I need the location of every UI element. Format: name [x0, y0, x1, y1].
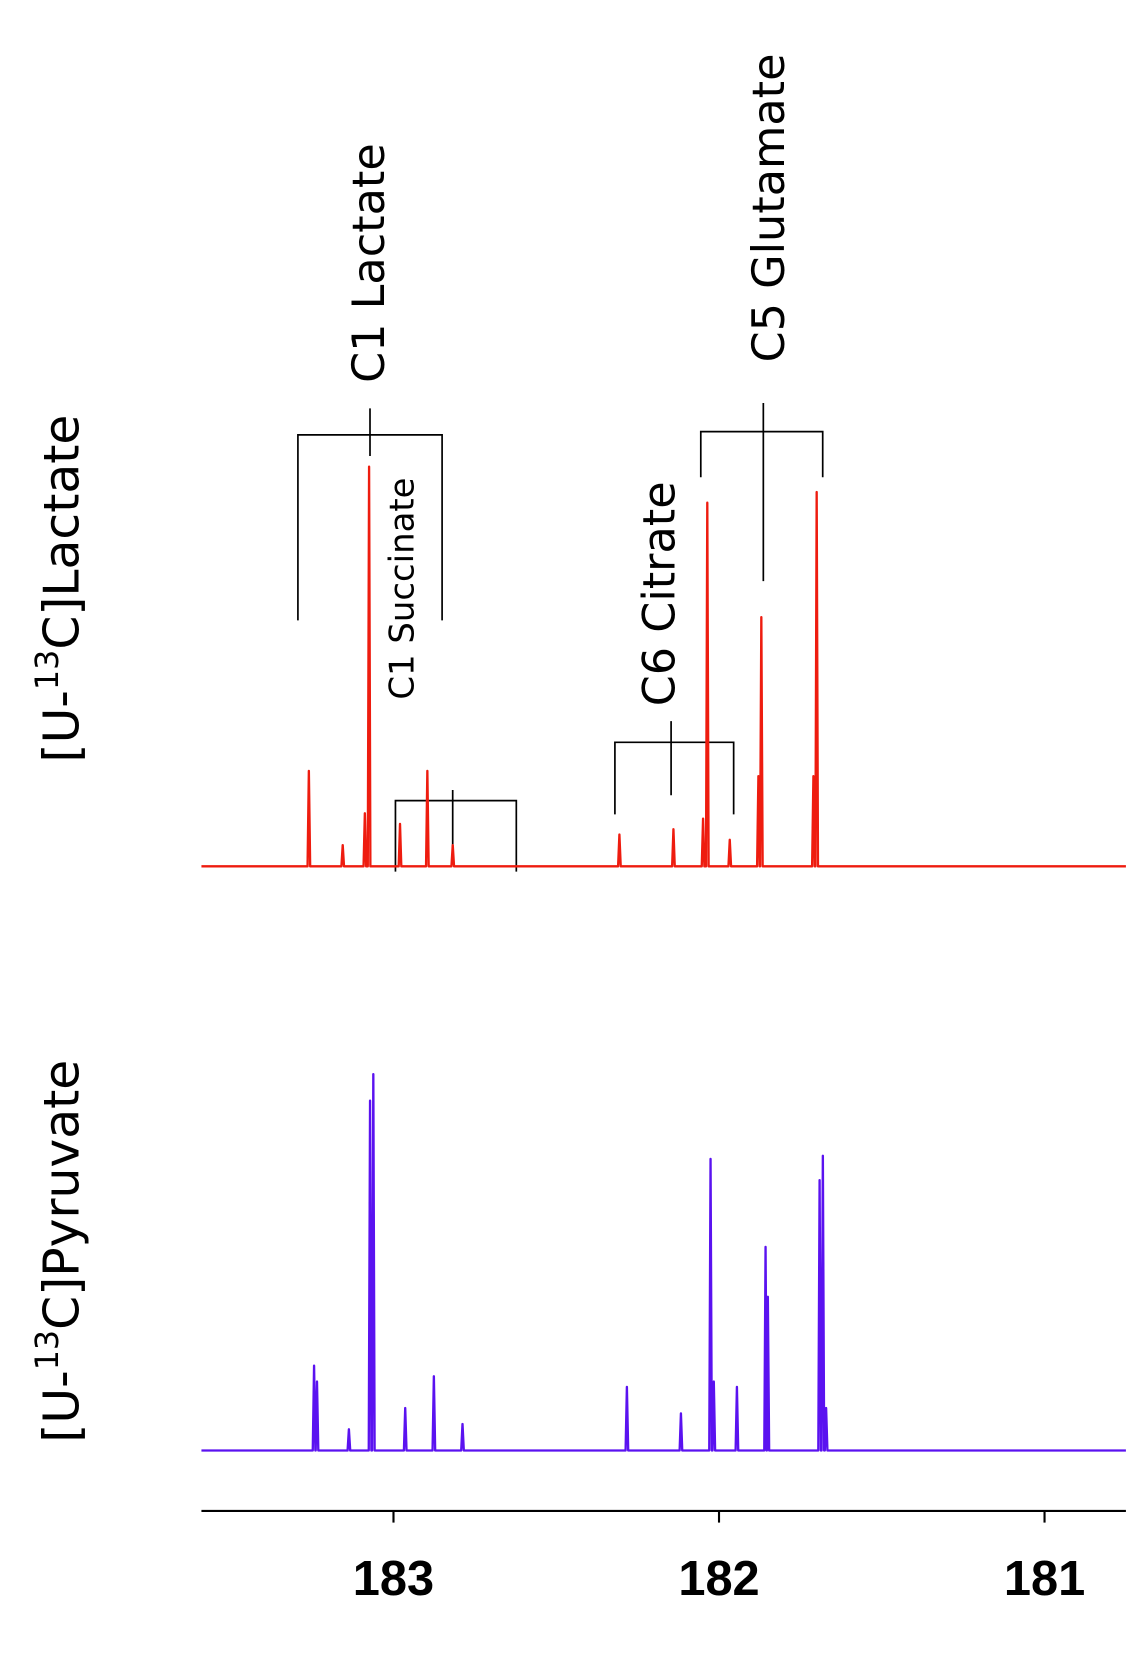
y-axis-label-part: C]Pyruvate [35, 1060, 91, 1330]
bracket [614, 721, 735, 815]
bracket [394, 790, 518, 872]
annotation: C6 Citrate [635, 481, 686, 706]
y-axis-label: [U-13C]Pyruvate [29, 1060, 91, 1443]
spectrum-line [201, 1072, 1126, 1452]
annotation-brackets [297, 403, 824, 872]
y-axis-label-part: C]Lactate [35, 415, 91, 650]
x-tick-label: 181 [1004, 1552, 1085, 1606]
x-tick-label: 183 [353, 1552, 434, 1606]
annotation: C5 Glutamate [744, 54, 795, 363]
x-tick-label: 182 [678, 1552, 759, 1606]
bracket [297, 408, 443, 621]
y-axis-label-part: [U- [35, 690, 91, 762]
spectrum-line [201, 465, 1126, 868]
y-axis-label-part: 13 [29, 650, 66, 690]
y-axis-label-part: 13 [29, 1330, 66, 1370]
annotation: C1 Succinate [382, 477, 421, 699]
y-axis-label: [U-13C]Lactate [29, 415, 91, 763]
y-axis-label-part: [U- [35, 1370, 91, 1442]
bracket [699, 403, 824, 582]
annotation: C1 Lactate [344, 143, 395, 383]
